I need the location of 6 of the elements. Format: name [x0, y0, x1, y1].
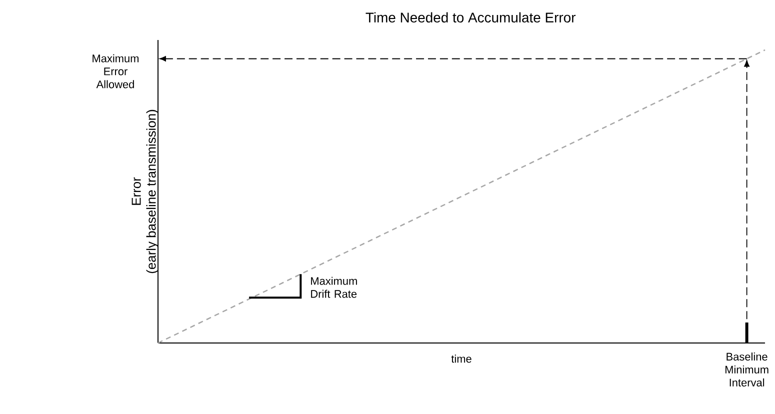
chart-title: Time Needed to Accumulate Error: [366, 12, 576, 23]
x-axis-title: time: [451, 354, 472, 363]
legend-label: Maximum Error Allowed: [92, 54, 138, 88]
text: Baseline Minimum Interval: [725, 352, 768, 386]
annotation: Maximum Drift Rate: [311, 276, 357, 298]
y-axis-title: Error (early baseline transmission): [132, 110, 158, 274]
